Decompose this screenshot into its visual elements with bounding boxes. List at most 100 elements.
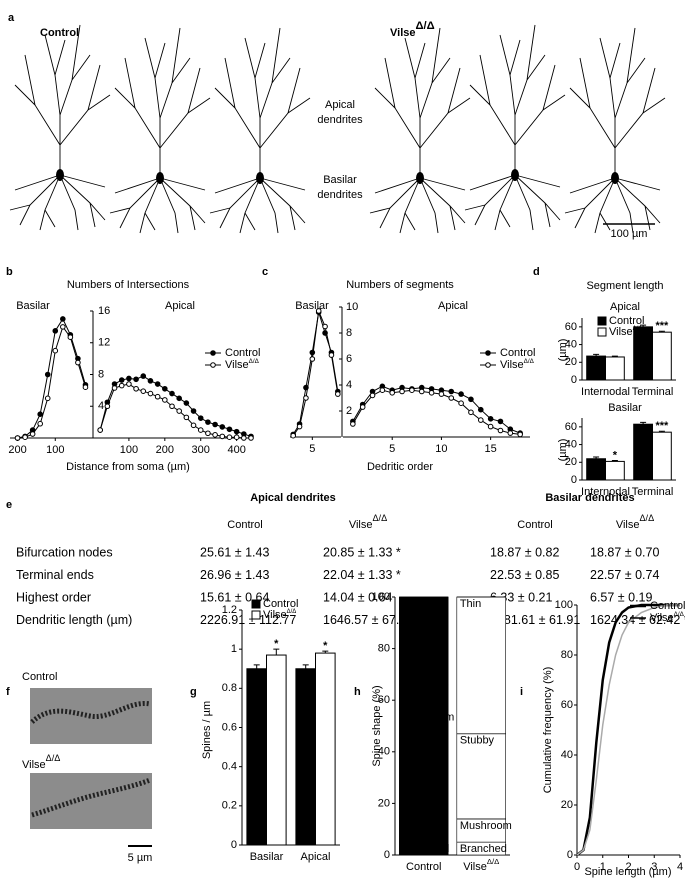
dendrite — [30, 700, 151, 724]
y-tick-label: 10 — [346, 301, 358, 313]
x-axis-label: Spine length (µm) — [584, 866, 671, 878]
y-tick-label: 60 — [378, 694, 390, 706]
panel-letter: a — [8, 12, 15, 24]
x-axis-label: Dedritic order — [367, 461, 433, 473]
legend-label-sup: Δ/Δ — [633, 326, 643, 332]
x-tick-label-base: Vilse — [463, 861, 487, 873]
error-bar — [322, 650, 329, 654]
panel-letter: c — [262, 266, 268, 278]
group-heading: Control — [40, 27, 79, 39]
data-point — [126, 375, 132, 382]
legend-label-base: Vilse — [650, 612, 674, 624]
group-heading-sup: Δ/Δ — [416, 20, 435, 32]
table-row-label: Terminal ends — [16, 568, 94, 582]
micrographs — [30, 688, 152, 847]
x-tick-label: 200 — [8, 444, 26, 456]
y-tick-label: 60 — [565, 421, 577, 433]
data-point — [183, 414, 190, 421]
legend-swatch — [251, 599, 261, 609]
data-point — [335, 391, 341, 397]
bar — [266, 654, 287, 846]
table-cell: 18.87 ± 0.70 — [590, 545, 659, 559]
panel-letter: h — [354, 686, 361, 698]
scale-label: 5 µm — [128, 852, 153, 864]
data-point — [75, 359, 81, 366]
legend-swatch — [251, 610, 261, 620]
x-tick-label: Internodal — [581, 486, 630, 498]
data-point — [52, 347, 59, 354]
data-point — [303, 395, 309, 401]
table-column: Control — [517, 519, 552, 531]
data-line — [17, 325, 86, 439]
x-tick-label: Terminal — [632, 386, 674, 398]
table-cell: 22.53 ± 0.85 — [490, 568, 559, 582]
data-point — [315, 308, 322, 314]
data-point — [82, 384, 89, 391]
region-label: dendrites — [317, 189, 363, 201]
legend-label-base: Vilse — [225, 359, 249, 371]
y-tick-label: 0 — [571, 474, 577, 486]
data-point — [438, 391, 445, 397]
data-point — [233, 434, 240, 441]
data-point — [468, 409, 474, 416]
data-point — [290, 432, 296, 439]
chart-title: Numbers of Intersections — [67, 279, 190, 291]
significance: * — [323, 640, 328, 652]
legend-label: Control — [609, 315, 644, 327]
bar — [605, 460, 625, 481]
data-point — [379, 387, 386, 394]
data-point — [322, 323, 328, 330]
table-cell: 6.57 ± 0.19 — [590, 590, 653, 604]
table-cell: 1881.61 ± 61.91 — [490, 613, 580, 627]
bar — [605, 356, 625, 381]
y-tick-label: 0.4 — [222, 761, 237, 773]
y-tick-label: 40 — [565, 338, 577, 350]
significance: *** — [655, 420, 669, 432]
legend-label: VilseΔ/Δ — [263, 609, 296, 621]
legend-label: Control — [225, 347, 260, 359]
chart-title: Numbers of segments — [346, 279, 454, 291]
bar-segment — [399, 684, 449, 711]
data-point — [487, 416, 494, 422]
data-point — [448, 388, 455, 395]
data-point — [369, 392, 376, 399]
segment-label: Branched — [460, 843, 507, 855]
neuron — [209, 27, 311, 234]
legend-marker — [210, 362, 216, 368]
segment-label: Mushroom — [460, 820, 512, 832]
y-axis-label: (µm) — [557, 439, 569, 462]
data-point — [507, 430, 514, 436]
y-tick-label: 40 — [565, 438, 577, 450]
data-point — [226, 426, 233, 433]
data-point — [97, 427, 103, 433]
data-point — [140, 373, 147, 379]
legend-label: VilseΔ/Δ — [225, 358, 260, 371]
bar — [633, 326, 654, 381]
data-line — [99, 383, 251, 439]
x-tick-label-sup: Δ/Δ — [487, 857, 499, 866]
data-point — [205, 419, 211, 425]
error-bar — [593, 353, 600, 357]
data-point — [111, 385, 118, 391]
panel-letter: b — [6, 266, 13, 278]
neuron — [564, 27, 666, 234]
segment-label: Branched — [402, 843, 449, 855]
y-tick-label: 1.2 — [222, 604, 237, 616]
table-cell: 25.61 ± 1.43 — [200, 545, 269, 559]
legend-label: VilseΔ/Δ — [609, 326, 642, 338]
region-label: Apical — [325, 99, 355, 111]
data-point — [118, 382, 125, 389]
data-point — [176, 408, 182, 414]
significance: *** — [655, 320, 669, 332]
data-point — [190, 422, 197, 429]
micrograph — [30, 773, 152, 829]
data-point — [22, 434, 28, 441]
data-point — [468, 396, 474, 403]
x-tick-label: Internodal — [581, 386, 630, 398]
legend-label: VilseΔ/Δ — [650, 611, 685, 624]
table-cell: 22.57 ± 0.74 — [590, 568, 659, 582]
x-tick-label: 400 — [227, 444, 245, 456]
data-line — [576, 603, 680, 856]
y-tick-label: 4 — [98, 400, 104, 412]
